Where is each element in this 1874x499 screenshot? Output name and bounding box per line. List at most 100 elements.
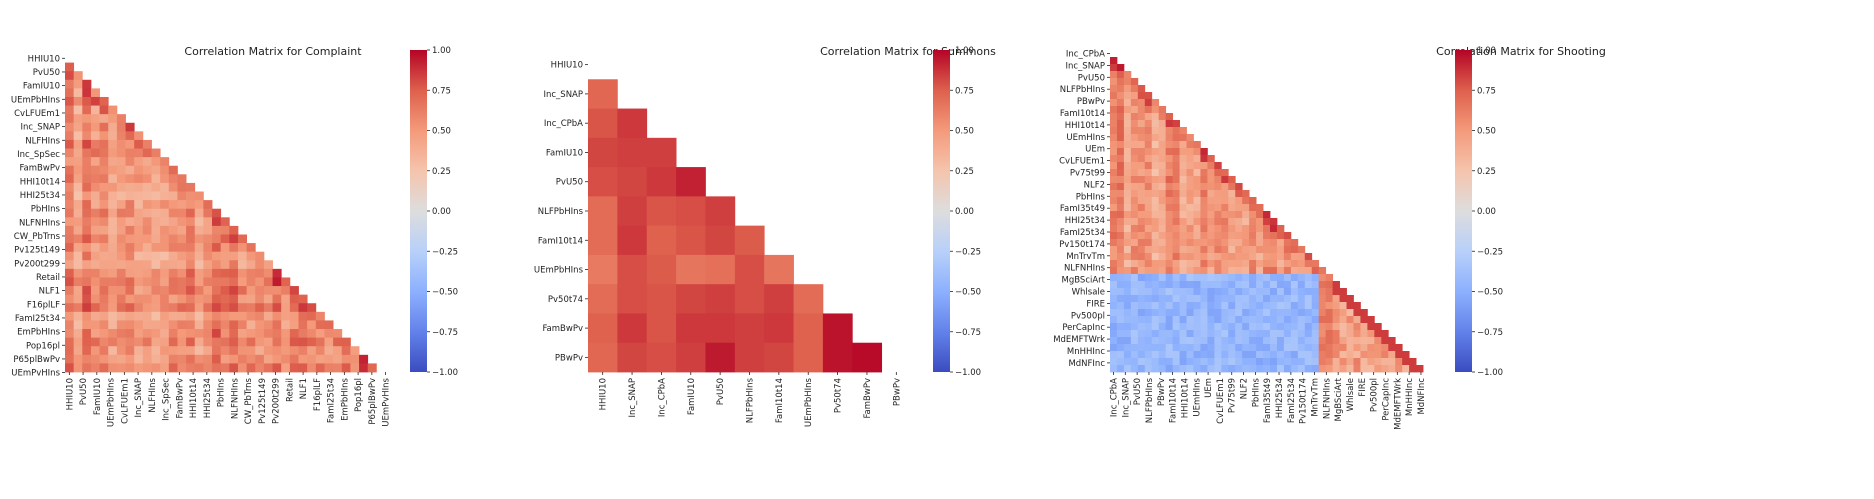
heatmap-cell [1221, 211, 1229, 219]
heatmap-cell [1116, 99, 1125, 107]
heatmap-cell [1158, 344, 1167, 352]
heatmap-cell [1290, 253, 1299, 261]
heatmap-cell [1137, 274, 1146, 282]
heatmap-cell [1179, 365, 1187, 373]
heatmap-cell [588, 108, 618, 139]
heatmap-cell [125, 268, 135, 278]
heatmap-cell [151, 311, 161, 321]
heatmap-cell [168, 303, 178, 313]
heatmap-cell [1151, 190, 1160, 198]
heatmap-cell [1263, 316, 1271, 324]
heatmap-cell [350, 354, 360, 364]
heatmap-cell [1276, 323, 1285, 331]
heatmap-cell [255, 363, 265, 373]
heatmap-cell [229, 354, 239, 364]
heatmap-cell [1263, 358, 1271, 366]
heatmap-cell [1110, 344, 1118, 352]
x-tick-label: HHIU10 [65, 378, 75, 410]
heatmap-cell [1221, 330, 1229, 338]
heatmap-cell [1297, 281, 1306, 289]
heatmap-cell [116, 225, 126, 235]
heatmap-cell [1318, 316, 1327, 324]
x-tick-label: Pv500pl [1370, 378, 1380, 412]
heatmap-cell [1221, 302, 1229, 310]
heatmap-cell [116, 337, 126, 347]
heatmap-cell [160, 182, 170, 192]
y-tick-label: FamI25t34 [1060, 228, 1105, 238]
heatmap-cell [168, 208, 178, 218]
heatmap-cell [73, 174, 83, 184]
heatmap-cell [160, 294, 170, 304]
heatmap-cell [1172, 120, 1180, 128]
heatmap-cell [116, 114, 126, 124]
heatmap-cell [1193, 176, 1201, 184]
heatmap-cell [65, 62, 75, 72]
heatmap-cell [1242, 365, 1250, 373]
heatmap-cell [1290, 295, 1299, 303]
heatmap-cell [1110, 281, 1118, 289]
y-tick-label: NLFHIns [25, 136, 60, 146]
heatmap-cell [125, 157, 135, 167]
heatmap-cell [272, 363, 282, 373]
heatmap-cell [1116, 134, 1125, 142]
x-tick-label: Pop16pl [354, 378, 364, 412]
heatmap-cell [125, 363, 135, 373]
heatmap-cell [1130, 232, 1139, 240]
y-tick-label: NLFNHIns [19, 218, 61, 228]
heatmap-cell [1193, 211, 1201, 219]
heatmap-cell [1137, 92, 1146, 100]
heatmap-cell [588, 167, 618, 197]
heatmap-cell [1207, 253, 1215, 261]
heatmap-cell [1137, 148, 1146, 156]
heatmap-cell [1325, 330, 1334, 338]
heatmap-cell [65, 277, 75, 287]
heatmap-cell [151, 363, 161, 373]
heatmap-cell [1304, 337, 1313, 345]
heatmap-cell [1270, 295, 1278, 303]
x-tick-label: HHIU10 [599, 378, 609, 410]
heatmap-cell [1214, 358, 1222, 366]
heatmap-cell [116, 294, 126, 304]
heatmap-cell [1214, 183, 1222, 191]
heatmap-cell [1144, 218, 1153, 226]
heatmap-cell [359, 354, 369, 364]
heatmap-cell [1290, 351, 1299, 359]
heatmap-cell [1311, 365, 1320, 373]
heatmap-cell [1318, 302, 1327, 310]
heatmap-cell [1137, 197, 1146, 205]
heatmap-cell [1110, 351, 1118, 359]
heatmap-cell [194, 217, 204, 227]
heatmap-cell [194, 354, 204, 364]
heatmap-cell [90, 251, 100, 261]
heatmap-cell [229, 320, 239, 330]
heatmap-cell [1242, 239, 1250, 247]
colorbar-tick-label: 1.00 [432, 46, 451, 56]
heatmap-cell [1214, 162, 1222, 170]
heatmap-cell [1242, 260, 1250, 268]
heatmap-cell [203, 329, 213, 339]
heatmap-cell [1137, 330, 1146, 338]
heatmap-cell [116, 131, 126, 141]
heatmap-cell [307, 320, 317, 330]
heatmap-cell [1235, 183, 1243, 191]
heatmap-cell [705, 342, 736, 373]
heatmap-cell [1235, 365, 1243, 373]
heatmap-cell [1137, 281, 1146, 289]
heatmap-cell [186, 268, 196, 278]
heatmap-cell [1304, 323, 1313, 331]
heatmap-cell [1130, 302, 1139, 310]
heatmap-cell [134, 182, 144, 192]
heatmap-cell [1165, 232, 1174, 240]
colorbar-tick-label: 0.50 [1477, 127, 1496, 137]
heatmap-cell [1110, 176, 1118, 184]
heatmap-cell [1116, 260, 1125, 268]
heatmap-cell [1374, 337, 1382, 345]
heatmap-cell [1332, 344, 1340, 352]
heatmap-cell [73, 225, 83, 235]
heatmap-cell [142, 337, 152, 347]
heatmap-cell [1311, 323, 1320, 331]
heatmap-cell [1144, 190, 1153, 198]
heatmap-cell [1297, 330, 1306, 338]
heatmap-cell [90, 337, 100, 347]
